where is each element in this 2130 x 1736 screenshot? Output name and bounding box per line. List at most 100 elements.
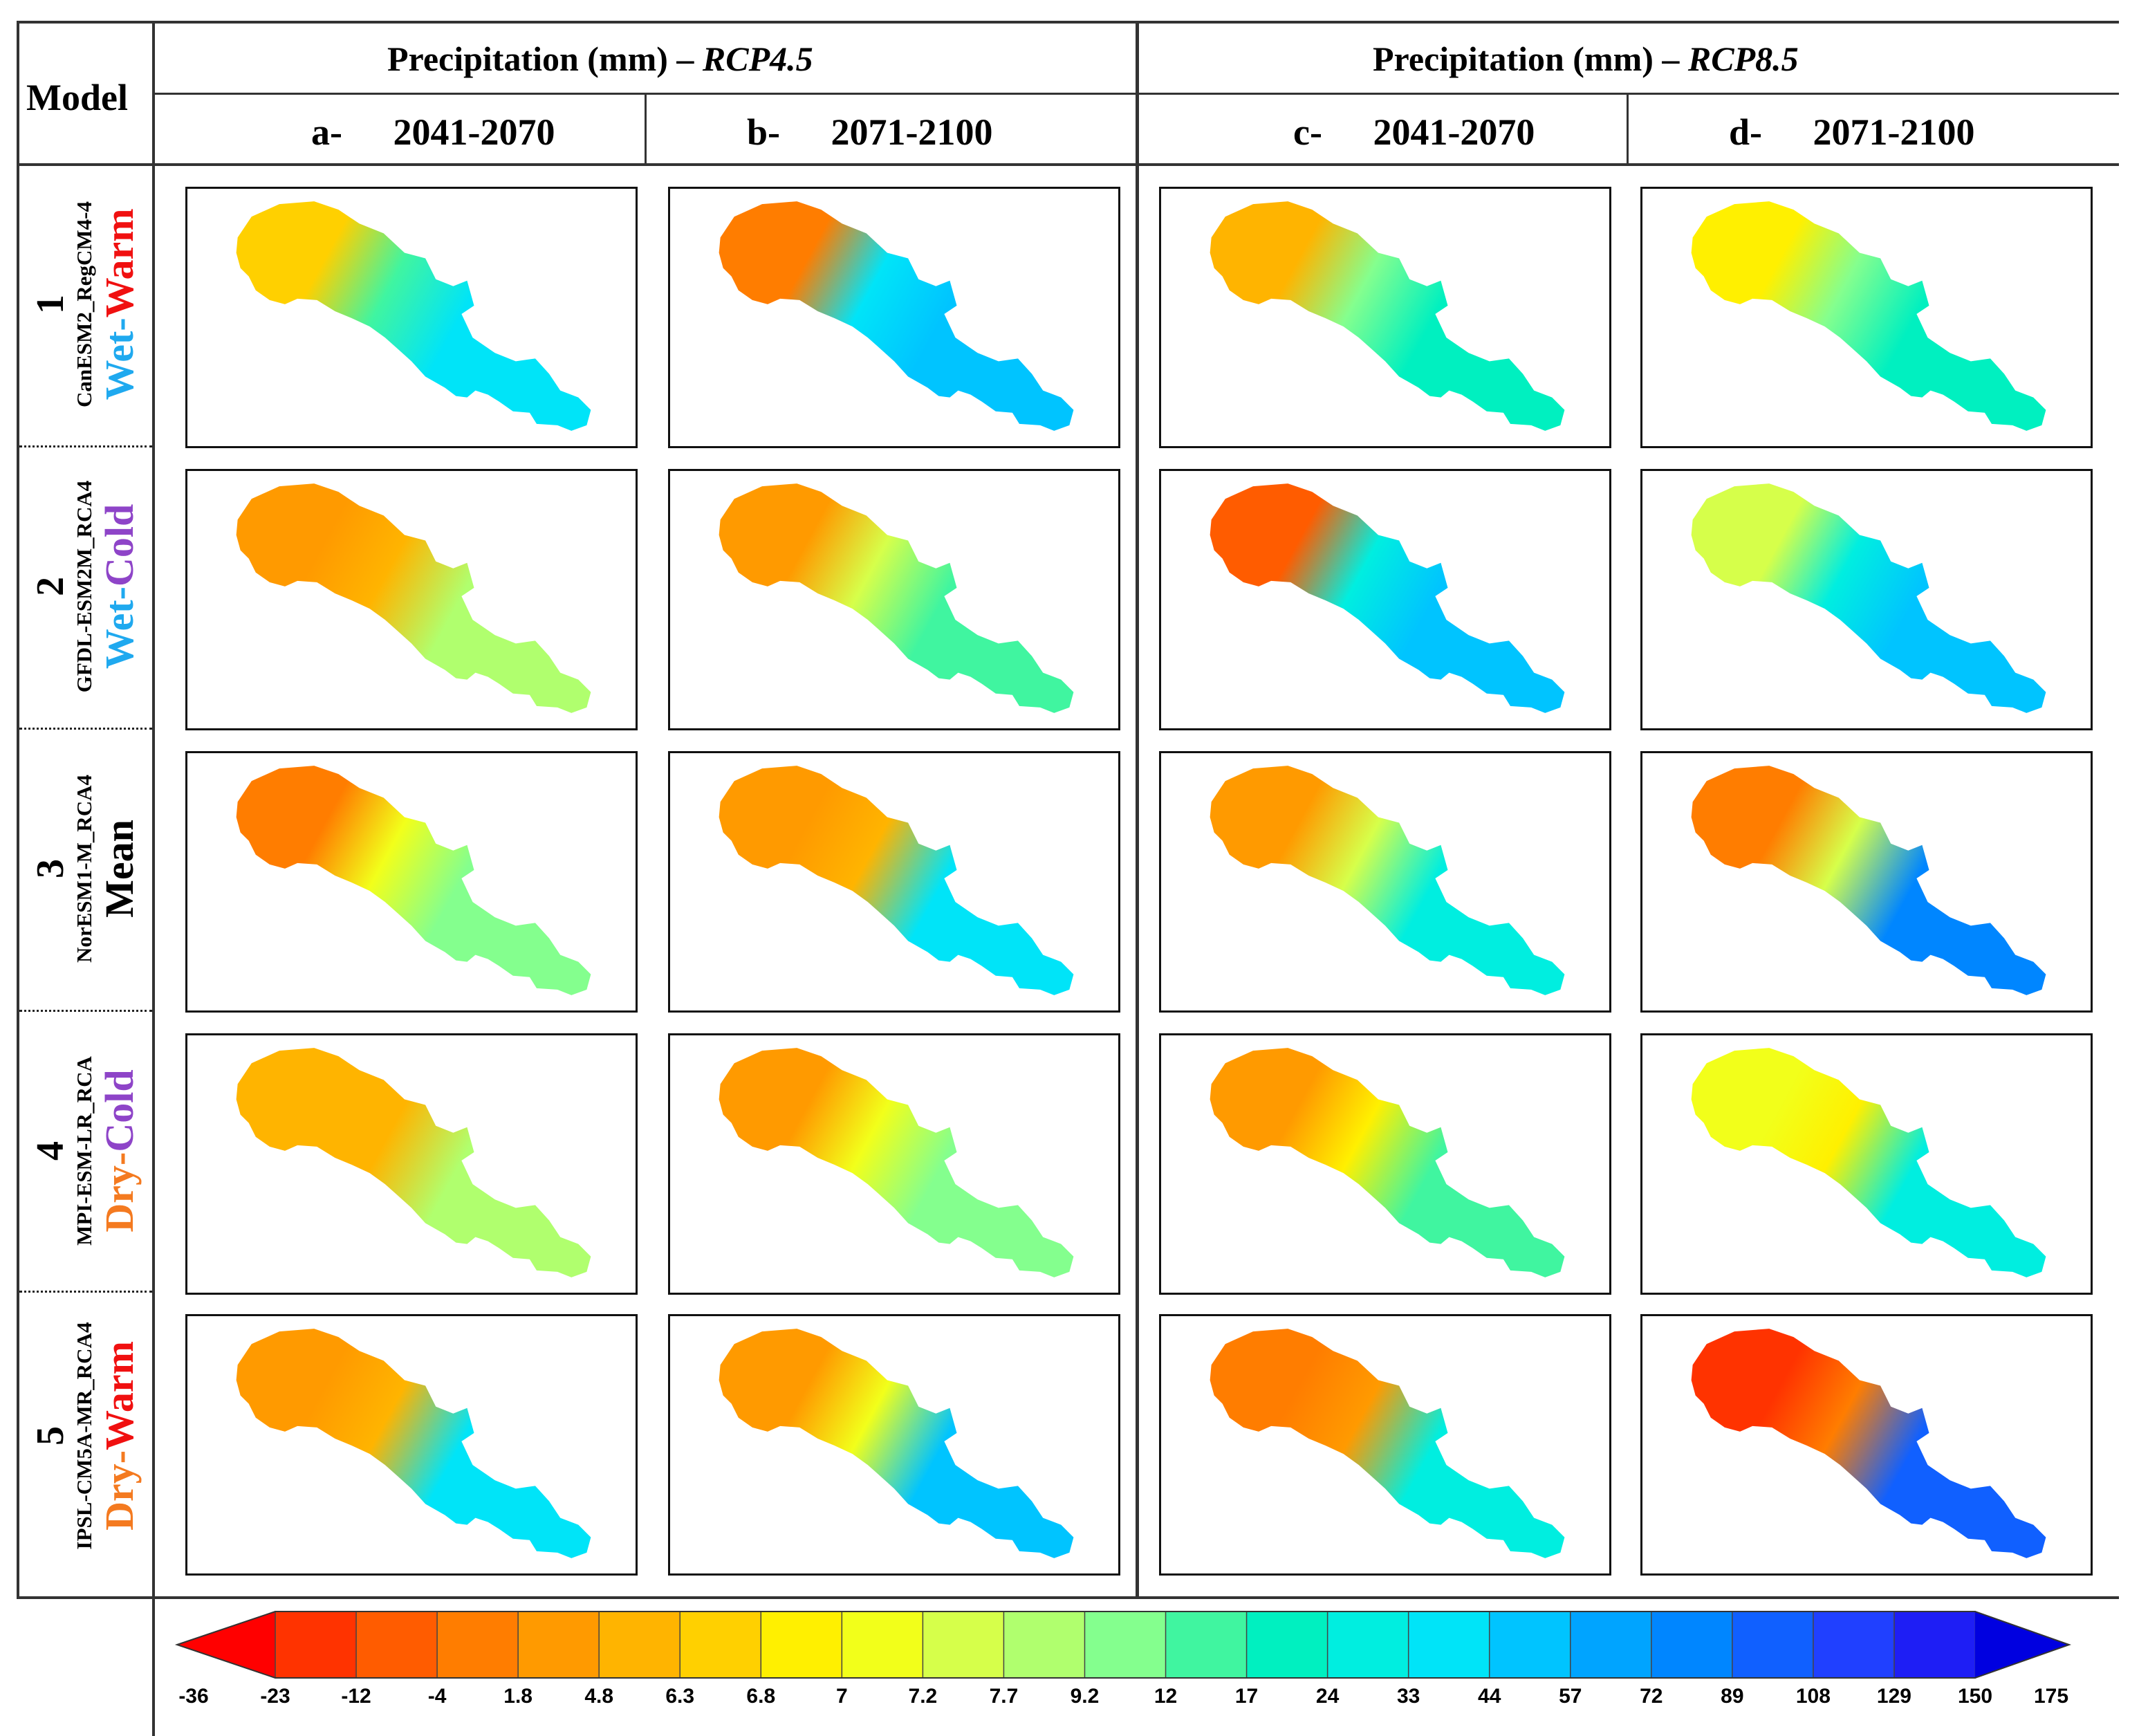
- basin-shape: [1691, 201, 2046, 431]
- map-panel-row3-col3: [1159, 751, 1611, 1013]
- basin-map: [719, 483, 1074, 713]
- climate-class-secondary: Warm: [97, 208, 142, 318]
- table-bottom-border: [17, 1596, 2119, 1599]
- climate-class-primary: Dry: [97, 1165, 142, 1232]
- map-panel-row1-col1: [185, 187, 638, 448]
- column-c-header: c- 2041-2070: [1293, 111, 1535, 154]
- basin-map: [719, 766, 1074, 995]
- colorbar-outline: [174, 1611, 2072, 1679]
- colorbar-class-16: [1488, 1611, 1572, 1679]
- basin-map: [236, 1048, 591, 1277]
- map-panel-row3-col1: [185, 751, 638, 1013]
- basin-map: [1691, 1048, 2046, 1277]
- colorbar-tick-label: 12: [1154, 1685, 1178, 1708]
- model-name: GFDL-ESM2M_RCA4: [72, 480, 96, 693]
- colorbar-class-7: [760, 1611, 843, 1679]
- row-separator: [19, 1291, 152, 1293]
- map-panel-row1-col3: [1159, 187, 1611, 448]
- colorbar-tick-label: 1.8: [503, 1685, 532, 1708]
- map-panel-row2-col1: [185, 469, 638, 730]
- colorbar-tick-label: 7.2: [908, 1685, 938, 1708]
- colorbar-tick-label: 57: [1559, 1685, 1582, 1708]
- basin-map: [719, 201, 1074, 431]
- colorbar-tick-label: 72: [1640, 1685, 1663, 1708]
- colorbar-class-1: [275, 1611, 358, 1679]
- colorbar-class-3: [436, 1611, 519, 1679]
- period-divider-rcp45: [645, 93, 647, 165]
- map-panel-row5-col1: [185, 1314, 638, 1576]
- climate-class-primary: Wet: [97, 331, 142, 400]
- basin-map: [1210, 766, 1565, 995]
- column-a-header: a- 2041-2070: [311, 111, 555, 154]
- column-d-letter: d-: [1729, 111, 1763, 153]
- colorbar-tick-label: 89: [1721, 1685, 1744, 1708]
- map-panel-row5-col4: [1640, 1314, 2093, 1576]
- model-name: IPSL-CM5A-MR_RCA4: [72, 1322, 96, 1550]
- colorbar-tick-label: 108: [1795, 1685, 1831, 1708]
- basin-shape: [236, 766, 591, 995]
- model-name: CanESM2_RegCM4-4: [72, 201, 96, 407]
- basin-shape: [1691, 1048, 2046, 1277]
- basin-shape: [236, 201, 591, 431]
- model-name: MPI-ESM-LR_RCA: [72, 1056, 96, 1246]
- model-number: 5: [29, 1426, 72, 1446]
- climate-class: Mean: [97, 820, 142, 918]
- basin-shape: [719, 1048, 1074, 1277]
- colorbar-class-4: [517, 1611, 600, 1679]
- colorbar-tick-label: -36: [178, 1685, 209, 1708]
- basin-shape: [1210, 483, 1565, 713]
- colorbar-tick-label: -12: [341, 1685, 371, 1708]
- header-bottom-border: [17, 163, 2119, 166]
- column-c-letter: c-: [1293, 111, 1322, 153]
- climate-class-secondary: Warm: [97, 1341, 142, 1450]
- map-panel-row3-col4: [1640, 751, 2093, 1013]
- basin-map: [1691, 766, 2046, 995]
- basin-map: [236, 1329, 591, 1558]
- basin-map: [236, 483, 591, 713]
- climate-class-primary: Mean: [97, 820, 142, 918]
- rcp85-header: Precipitation (mm) – RCP8.5: [1373, 39, 1799, 79]
- row-separator: [19, 445, 152, 447]
- column-d-period: 2071-2100: [1813, 111, 1975, 153]
- colorbar-class-2: [355, 1611, 438, 1679]
- rcp45-header-prefix: Precipitation (mm) –: [387, 39, 703, 78]
- map-panel-row5-col2: [668, 1314, 1120, 1576]
- basin-shape: [1691, 766, 2046, 995]
- basin-shape: [1210, 766, 1565, 995]
- colorbar-tick-label: 6.8: [746, 1685, 776, 1708]
- colorbar-class-8: [841, 1611, 924, 1679]
- column-b-letter: b-: [747, 111, 781, 153]
- colorbar-tick-label: -23: [260, 1685, 290, 1708]
- colorbar-class-18: [1651, 1611, 1734, 1679]
- model-number: 2: [29, 577, 72, 596]
- colorbar-tick-label: 6.3: [665, 1685, 695, 1708]
- map-panel-row4-col1: [185, 1033, 638, 1295]
- column-a-letter: a-: [311, 111, 342, 153]
- climate-class: Wet-Cold: [97, 504, 142, 669]
- colorbar-tick-label: 4.8: [584, 1685, 614, 1708]
- basin-shape: [719, 1329, 1074, 1558]
- map-panel-row2-col4: [1640, 469, 2093, 730]
- colorbar: [174, 1611, 2072, 1679]
- basin-shape: [236, 1329, 591, 1558]
- colorbar-tick-label: 9.2: [1070, 1685, 1100, 1708]
- model-label-row-2: 2 GFDL-ESM2M_RCA4 Wet-Cold: [20, 438, 151, 735]
- climate-class-separator: -: [97, 317, 142, 331]
- map-panel-row2-col2: [668, 469, 1120, 730]
- colorbar-tick-label: -4: [427, 1685, 447, 1708]
- colorbar-class-14: [1326, 1611, 1409, 1679]
- colorbar-tick-label: 150: [1957, 1685, 1993, 1708]
- basin-shape: [719, 201, 1074, 431]
- basin-shape: [236, 483, 591, 713]
- basin-shape: [1691, 1329, 2046, 1558]
- climate-class-separator: -: [97, 587, 142, 600]
- model-label-row-3: 3 NorESM1-M_RCA4 Mean: [20, 720, 151, 1017]
- model-column-divider: [152, 21, 155, 1736]
- rcp85-header-prefix: Precipitation (mm) –: [1373, 39, 1688, 78]
- model-label-row-1: 1 CanESM2_RegCM4-4 Wet-Warm: [20, 156, 151, 453]
- colorbar-tick-label: 7.7: [989, 1685, 1019, 1708]
- colorbar-tick-label: 24: [1315, 1685, 1340, 1708]
- map-panel-row4-col3: [1159, 1033, 1611, 1295]
- basin-map: [719, 1329, 1074, 1558]
- column-c-period: 2041-2070: [1373, 111, 1535, 153]
